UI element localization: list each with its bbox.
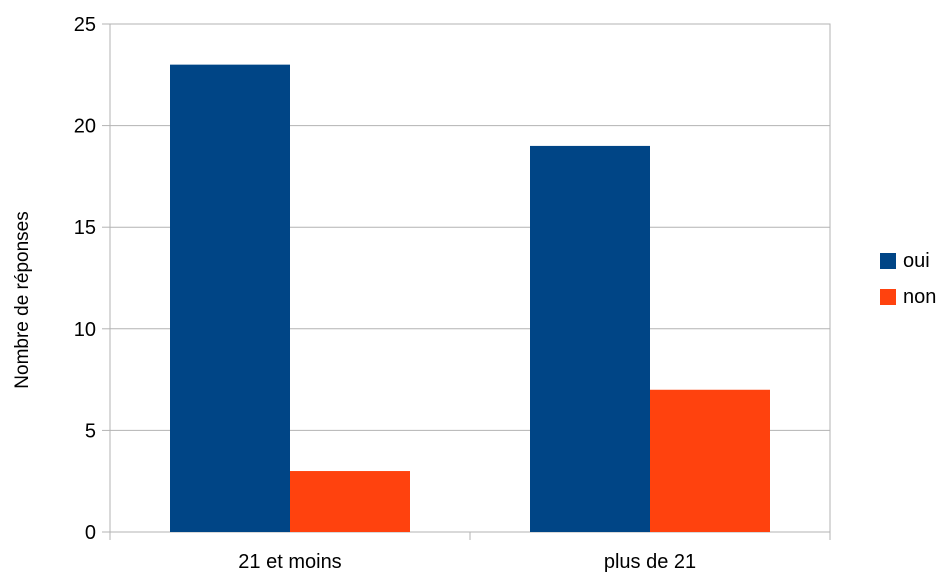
legend: oui non	[880, 250, 936, 308]
x-tick-label: plus de 21	[604, 551, 696, 573]
legend-label-non: non	[903, 286, 936, 308]
bar-oui-1	[170, 64, 290, 532]
legend-swatch-oui	[880, 253, 896, 269]
y-tick-label: 20	[74, 116, 96, 138]
axes	[102, 23, 831, 540]
tick-labels: 0 5 10 15 20 25 21 et moins plus de 21	[74, 14, 696, 573]
bar-non-1	[290, 471, 410, 532]
bar-oui-2	[530, 145, 650, 533]
y-tick-label: 15	[74, 217, 96, 239]
x-tick-label: 21 et moins	[238, 551, 341, 573]
y-tick-label: 25	[74, 14, 96, 36]
y-tick-label: 0	[85, 522, 96, 544]
bars	[170, 64, 770, 533]
legend-label-oui: oui	[903, 250, 930, 272]
bar-non-2	[650, 389, 770, 532]
y-tick-label: 5	[85, 420, 96, 442]
y-axis-label: Nombre de réponses	[12, 211, 33, 388]
legend-swatch-non	[880, 289, 896, 305]
y-tick-label: 10	[74, 319, 96, 341]
